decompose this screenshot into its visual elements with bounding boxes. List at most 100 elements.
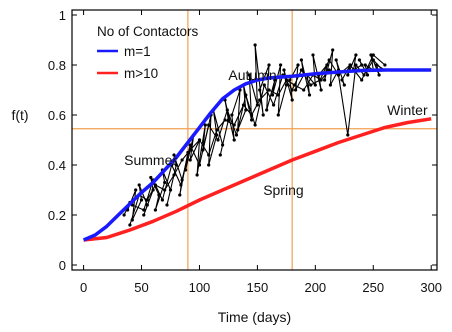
- observed-point: [363, 63, 367, 67]
- observed-point: [279, 63, 283, 67]
- observed-point: [172, 173, 176, 177]
- observed-point: [261, 113, 265, 117]
- observed-point: [253, 123, 257, 127]
- legend-title: No of Contactors: [97, 24, 199, 39]
- annotation-group: Summer Autumn Spring Winter: [124, 67, 428, 198]
- observed-point: [371, 53, 375, 57]
- observed-point: [153, 208, 157, 212]
- observed-point: [290, 88, 294, 92]
- y-tick-label: 0: [59, 258, 66, 273]
- observed-point: [142, 213, 146, 217]
- x-tick-label: 250: [362, 280, 384, 295]
- observed-point: [282, 68, 286, 72]
- observed-point: [139, 198, 144, 202]
- x-tick-label: 300: [420, 280, 442, 295]
- observed-point: [299, 58, 303, 62]
- observed-point: [272, 103, 276, 107]
- observed-point: [232, 138, 236, 142]
- legend-label-m10: m>10: [124, 66, 158, 81]
- observed-point: [165, 203, 169, 207]
- observed-point: [318, 78, 322, 82]
- tick-group: 0 50 100 150 200 250 300 0 0.2 0.4 0.6 0.8 1: [48, 8, 442, 295]
- observed-point: [180, 158, 184, 162]
- observed-point: [284, 83, 288, 87]
- annotation-spring: Spring: [263, 182, 303, 198]
- x-tick-label: 200: [304, 280, 326, 295]
- observed-point: [296, 63, 300, 67]
- observed-point: [270, 93, 275, 97]
- observed-point: [149, 175, 153, 180]
- y-tick-label: 1: [59, 8, 66, 23]
- observed-point: [354, 63, 358, 67]
- observed-point: [142, 208, 146, 212]
- observed-point: [299, 68, 303, 72]
- observed-point: [160, 198, 164, 202]
- observed-point: [311, 53, 315, 57]
- observed-point: [207, 153, 211, 157]
- observed-point: [348, 63, 352, 67]
- y-tick-label: 0.8: [48, 58, 66, 73]
- observed-point: [122, 213, 126, 217]
- observed-point: [253, 43, 257, 47]
- observed-point: [216, 138, 220, 142]
- observed-trajectory-2: [129, 59, 383, 226]
- x-tick-label: 0: [80, 280, 87, 295]
- observed-point: [360, 78, 364, 82]
- series-line-m1: [82, 68, 432, 242]
- observed-point: [307, 93, 312, 97]
- observed-point: [383, 63, 387, 67]
- observed-point: [294, 88, 298, 92]
- observed-point: [188, 143, 192, 147]
- observed-point: [244, 93, 248, 97]
- observed-point: [354, 53, 358, 57]
- observed-point: [215, 128, 219, 132]
- x-tick-label: 150: [247, 280, 269, 295]
- observed-point: [357, 58, 361, 62]
- observed-point: [327, 58, 331, 62]
- x-axis-label: Time (days): [218, 309, 291, 325]
- observed-point: [323, 78, 327, 82]
- legend-label-m1: m=1: [124, 44, 151, 59]
- y-tick-label: 0.6: [48, 108, 66, 123]
- observed-point: [290, 98, 294, 102]
- observed-point: [197, 163, 202, 167]
- observed-point: [168, 188, 173, 192]
- observed-point: [197, 138, 202, 142]
- y-tick-label: 0.4: [48, 158, 66, 173]
- observed-point: [163, 180, 167, 185]
- observed-point: [203, 123, 207, 127]
- annotation-autumn: Autumn: [228, 67, 276, 83]
- observed-point: [276, 113, 280, 117]
- observed-point: [369, 53, 373, 57]
- observed-point: [174, 163, 178, 167]
- observed-point: [346, 133, 350, 137]
- observed-point: [221, 143, 225, 147]
- observed-point: [267, 63, 271, 67]
- series-group: [82, 43, 432, 242]
- observed-point: [267, 88, 271, 92]
- observed-point: [230, 113, 234, 117]
- observed-point: [258, 88, 262, 92]
- observed-point: [331, 48, 335, 52]
- observed-point: [302, 88, 306, 92]
- observed-point: [340, 78, 344, 82]
- observed-point: [137, 183, 141, 187]
- observed-point: [288, 78, 292, 82]
- observed-point: [377, 73, 381, 77]
- observed-point: [346, 73, 350, 77]
- observed-point: [247, 73, 251, 77]
- observed-point: [327, 68, 331, 72]
- x-tick-label: 100: [189, 280, 211, 295]
- observed-point: [207, 163, 211, 167]
- observed-point: [218, 153, 222, 157]
- observed-point: [328, 83, 332, 87]
- series-line-m10: [83, 117, 432, 242]
- observed-point: [145, 203, 149, 207]
- y-axis-label: f(t): [11, 107, 28, 123]
- observed-point: [250, 118, 254, 122]
- observed-point: [309, 83, 313, 87]
- y-tick-label: 0.2: [48, 208, 66, 223]
- observed-point: [207, 123, 211, 127]
- observed-point: [365, 73, 370, 77]
